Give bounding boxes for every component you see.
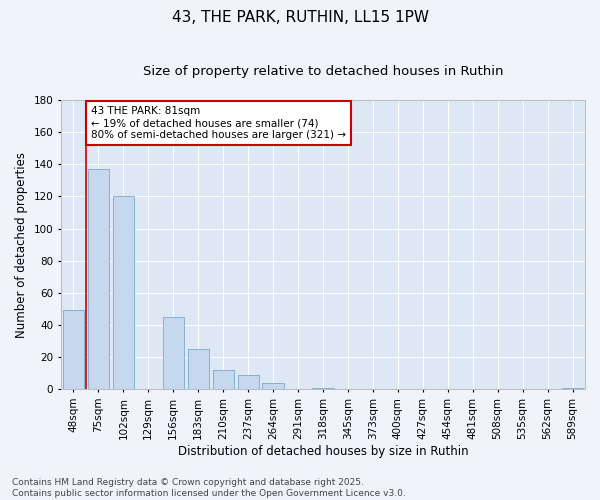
Bar (238, 374, 259, 389)
Text: Contains HM Land Registry data © Crown copyright and database right 2025.
Contai: Contains HM Land Registry data © Crown c… (12, 478, 406, 498)
Bar (163, 317, 184, 389)
Bar (212, 370, 234, 389)
Bar (562, 388, 583, 389)
Bar (113, 196, 134, 389)
Bar (188, 349, 209, 389)
Bar (88, 169, 109, 389)
Bar (313, 388, 334, 389)
Bar (63, 310, 84, 389)
X-axis label: Distribution of detached houses by size in Ruthin: Distribution of detached houses by size … (178, 444, 468, 458)
Text: 43 THE PARK: 81sqm
← 19% of detached houses are smaller (74)
80% of semi-detache: 43 THE PARK: 81sqm ← 19% of detached hou… (91, 106, 346, 140)
Title: Size of property relative to detached houses in Ruthin: Size of property relative to detached ho… (143, 65, 503, 78)
Text: 43, THE PARK, RUTHIN, LL15 1PW: 43, THE PARK, RUTHIN, LL15 1PW (172, 10, 428, 25)
Y-axis label: Number of detached properties: Number of detached properties (15, 152, 28, 338)
Bar (262, 383, 284, 389)
